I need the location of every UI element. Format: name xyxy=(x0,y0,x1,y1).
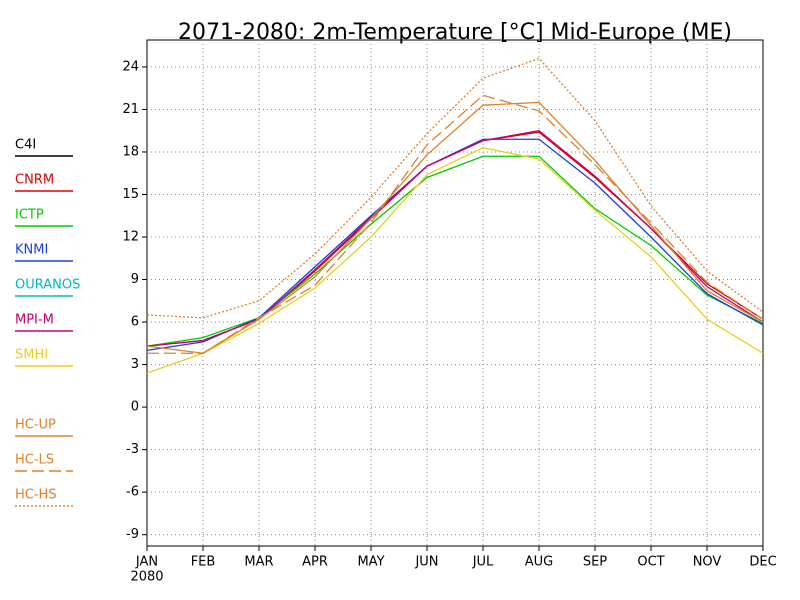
chart-title: 2071-2080: 2m-Temperature [°C] Mid-Europ… xyxy=(178,20,732,45)
y-tick-label: 6 xyxy=(131,315,139,330)
x-tick-label: SEP xyxy=(583,555,607,570)
legend-label: C4I xyxy=(15,138,36,153)
y-tick-label: 24 xyxy=(122,59,139,74)
series-line xyxy=(146,57,764,319)
series-line xyxy=(146,138,764,352)
series-line xyxy=(146,101,764,354)
series-line xyxy=(146,147,764,374)
y-tick-label: -6 xyxy=(126,485,139,500)
y-tick-label: -9 xyxy=(126,527,139,542)
y-tick-label: 9 xyxy=(131,272,139,287)
x-tick-label: MAR xyxy=(244,555,273,570)
y-tick-label: 3 xyxy=(131,357,139,372)
x-tick-label: JUL xyxy=(472,555,494,570)
x-tick-label: FEB xyxy=(191,555,216,570)
x-tick-label: JUN xyxy=(414,555,438,570)
legend-label: HC-HS xyxy=(15,488,57,503)
y-tick-label: -3 xyxy=(126,442,139,457)
x-tick-label: MAY xyxy=(357,555,384,570)
legend-label: MPI-M xyxy=(15,313,54,328)
legend-label: HC-UP xyxy=(15,418,56,433)
x-tick-label: APR xyxy=(302,555,328,570)
x-tick-label: AUG xyxy=(525,555,553,570)
y-tick-label: 12 xyxy=(122,230,139,245)
legend-label: CNRM xyxy=(15,173,54,188)
series-line xyxy=(146,130,764,347)
series-line xyxy=(147,94,764,354)
legend-label: OURANOS xyxy=(15,278,80,293)
y-tick-label: 0 xyxy=(131,400,139,415)
y-tick-label: 15 xyxy=(122,187,139,202)
x-tick-label: NOV xyxy=(693,555,722,570)
x-tick-label: DEC xyxy=(749,555,776,570)
series-line xyxy=(146,131,764,347)
y-tick-label: 21 xyxy=(122,102,139,117)
x-tick-label: JAN xyxy=(135,555,158,570)
y-tick-label: 18 xyxy=(122,144,139,159)
x-tick-label: OCT xyxy=(637,555,664,570)
legend-label: KNMI xyxy=(15,243,48,258)
legend-label: SMHI xyxy=(15,348,48,363)
year-label: 2080 xyxy=(130,570,163,585)
legend-label: ICTP xyxy=(15,208,44,223)
series-line xyxy=(146,155,764,347)
plot-frame xyxy=(146,39,764,547)
legend-label: HC-LS xyxy=(15,453,54,468)
